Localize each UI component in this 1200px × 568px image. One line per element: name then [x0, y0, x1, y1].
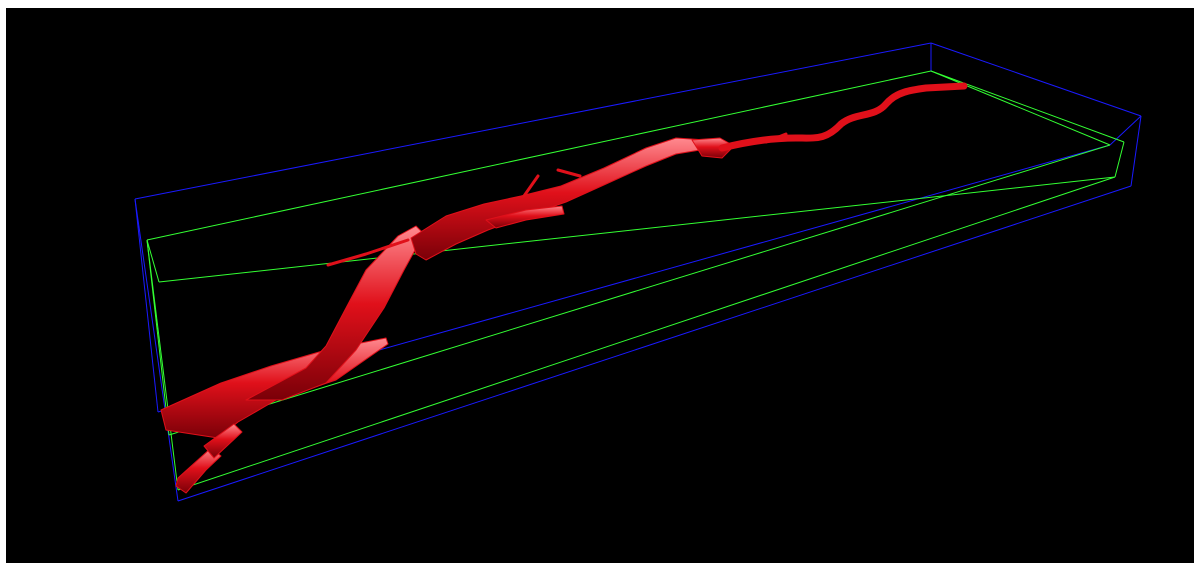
- inner-bounding-box: [146, 70, 1125, 491]
- vessel-spur-upper: [556, 168, 582, 178]
- vessel-structure: [160, 82, 968, 494]
- vessel-trunk-distal: [718, 82, 968, 152]
- vessel-trunk-mid: [245, 225, 425, 401]
- outer-bounding-box: [134, 42, 1142, 502]
- vessel-knot: [691, 137, 735, 159]
- vessel-spur-distal: [764, 132, 788, 144]
- vessel-spur-mid: [522, 174, 540, 198]
- vessel-trunk-upper: [410, 137, 713, 261]
- vessel-branch-bottom-stem: [203, 423, 243, 459]
- vessel-branch-mid: [485, 205, 565, 229]
- render-viewport[interactable]: [6, 8, 1194, 563]
- vessel-spur-left: [326, 238, 410, 267]
- vessel-3d-scene[interactable]: [6, 8, 1194, 563]
